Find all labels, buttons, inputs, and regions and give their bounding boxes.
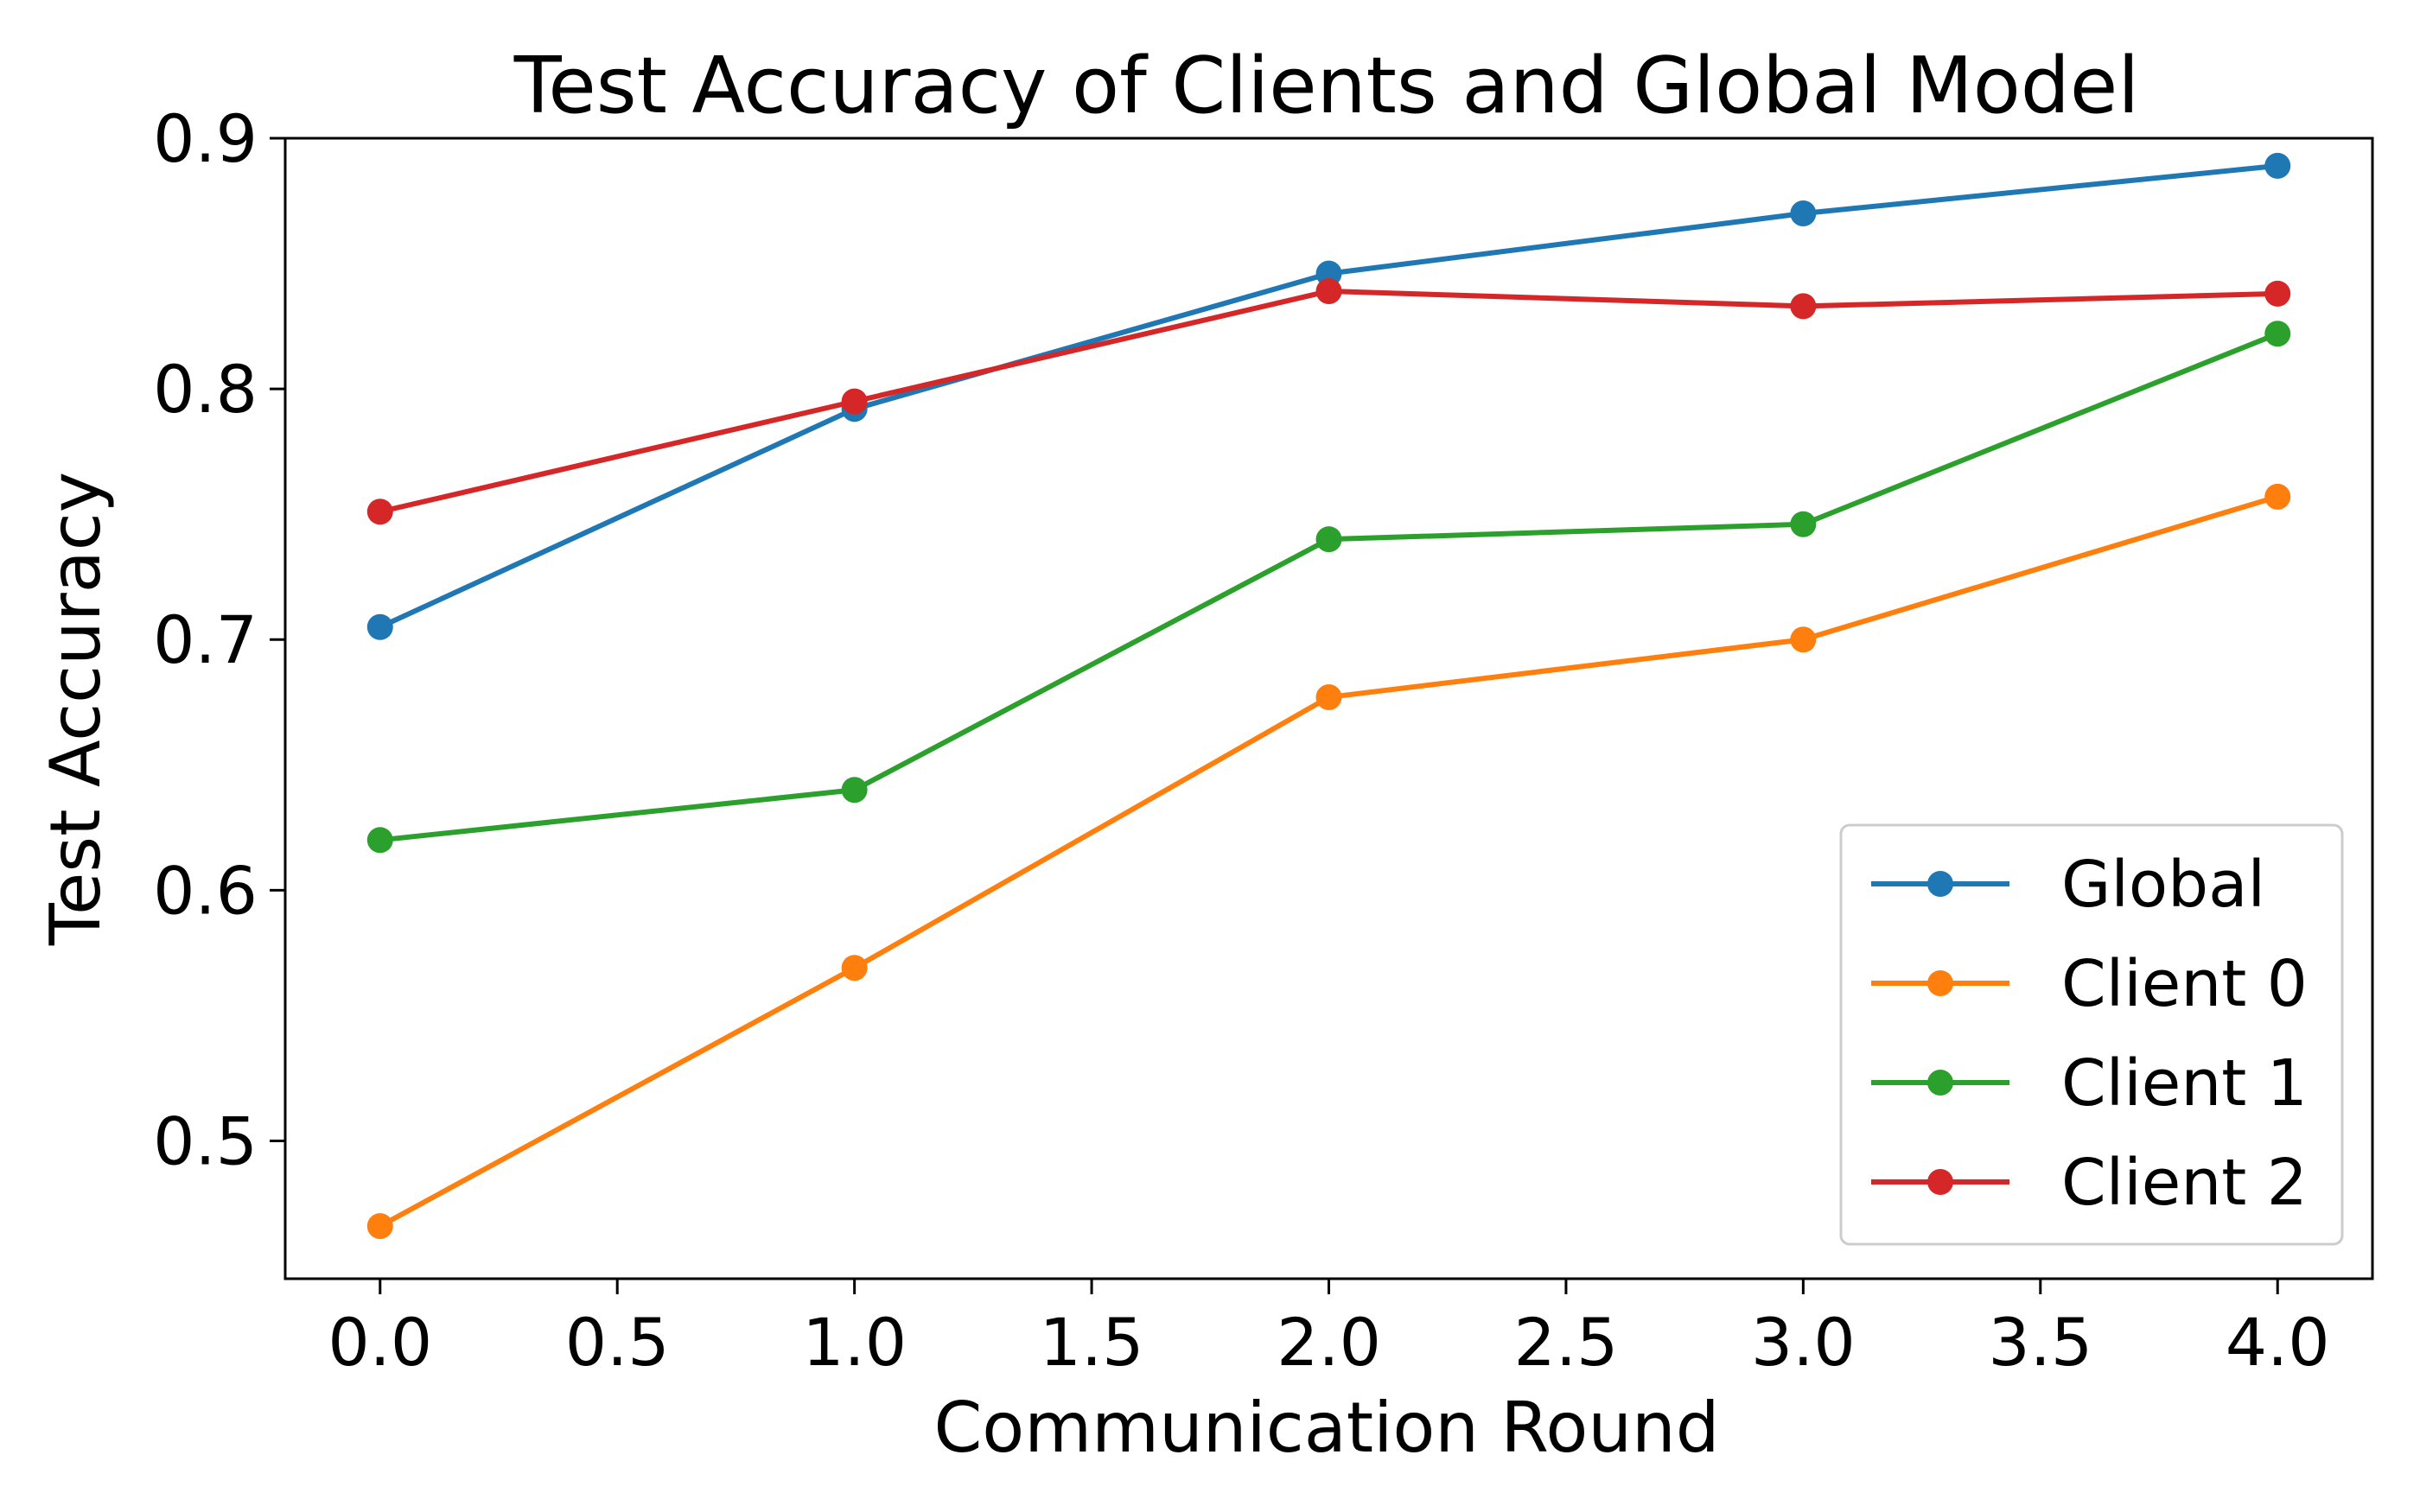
x-axis-label: Communication Round — [933, 1388, 1719, 1468]
y-tick-label: 0.6 — [153, 852, 258, 929]
x-tick-label: 2.0 — [1277, 1304, 1381, 1381]
legend: Global Client 0 Client 1 Client 2 — [1839, 823, 2344, 1246]
data-point-client-2 — [366, 499, 393, 525]
series-client-0 — [366, 483, 2291, 1240]
data-point-client-1 — [841, 777, 868, 804]
data-point-client-1 — [366, 827, 393, 854]
data-point-client-0 — [2264, 483, 2291, 510]
data-point-client-0 — [841, 955, 868, 982]
x-tick-label: 3.5 — [1988, 1304, 2092, 1381]
data-point-client-2 — [841, 388, 868, 415]
x-tick-label: 1.0 — [802, 1304, 907, 1381]
data-point-client-2 — [1315, 277, 1342, 304]
x-tick-label: 2.5 — [1513, 1304, 1618, 1381]
data-point-global — [366, 613, 393, 640]
data-point-client-1 — [2264, 321, 2291, 347]
legend-item-global: Global — [1871, 848, 2265, 922]
series-client-2 — [366, 277, 2291, 525]
x-tick-label: 0.5 — [565, 1304, 670, 1381]
data-point-client-1 — [1315, 526, 1342, 553]
legend-label: Client 2 — [2061, 1146, 2308, 1220]
data-point-client-0 — [1790, 626, 1817, 653]
legend-label: Client 1 — [2061, 1046, 2308, 1121]
x-axis-ticks: 0.0 0.5 1.0 1.5 2.0 2.5 3.0 3.5 4.0 — [328, 1279, 2330, 1381]
legend-item-client-2: Client 2 — [1871, 1146, 2308, 1220]
data-point-client-2 — [1790, 293, 1817, 320]
data-point-client-2 — [2264, 280, 2291, 307]
data-point-global — [1790, 200, 1817, 227]
legend-label: Global — [2061, 848, 2265, 922]
legend-swatch-marker — [1927, 1070, 1953, 1096]
x-tick-label: 0.0 — [328, 1304, 432, 1381]
legend-swatch-marker — [1927, 871, 1953, 897]
y-tick-label: 0.9 — [153, 100, 258, 177]
series-client-1 — [366, 321, 2291, 854]
y-tick-label: 0.5 — [153, 1102, 258, 1179]
data-point-global — [2264, 152, 2291, 179]
legend-swatch-marker — [1927, 970, 1953, 996]
data-point-client-0 — [366, 1213, 393, 1240]
legend-box — [1839, 823, 2344, 1246]
plot-area: 0.0 0.5 1.0 1.5 2.0 2.5 3.0 3.5 4.00.50.60.70.80… — [153, 100, 2374, 1381]
legend-label: Client 0 — [2061, 947, 2308, 1021]
y-axis-ticks: 0.5 0.6 0.7 0.8 0.9 — [153, 100, 285, 1179]
legend-swatch-marker — [1927, 1169, 1953, 1195]
legend-item-client-1: Client 1 — [1871, 1046, 2308, 1121]
x-tick-label: 4.0 — [2226, 1304, 2330, 1381]
y-axis-label: Test Accuracy — [35, 472, 116, 946]
x-tick-label: 3.0 — [1751, 1304, 1856, 1381]
x-tick-label: 1.5 — [1040, 1304, 1144, 1381]
data-point-client-0 — [1315, 683, 1342, 710]
legend-item-client-0: Client 0 — [1871, 947, 2308, 1021]
data-point-client-1 — [1790, 511, 1817, 537]
y-tick-label: 0.8 — [153, 351, 258, 428]
chart-title: Test Accuracy of Clients and Global Mode… — [513, 41, 2140, 131]
y-tick-label: 0.7 — [153, 601, 258, 678]
